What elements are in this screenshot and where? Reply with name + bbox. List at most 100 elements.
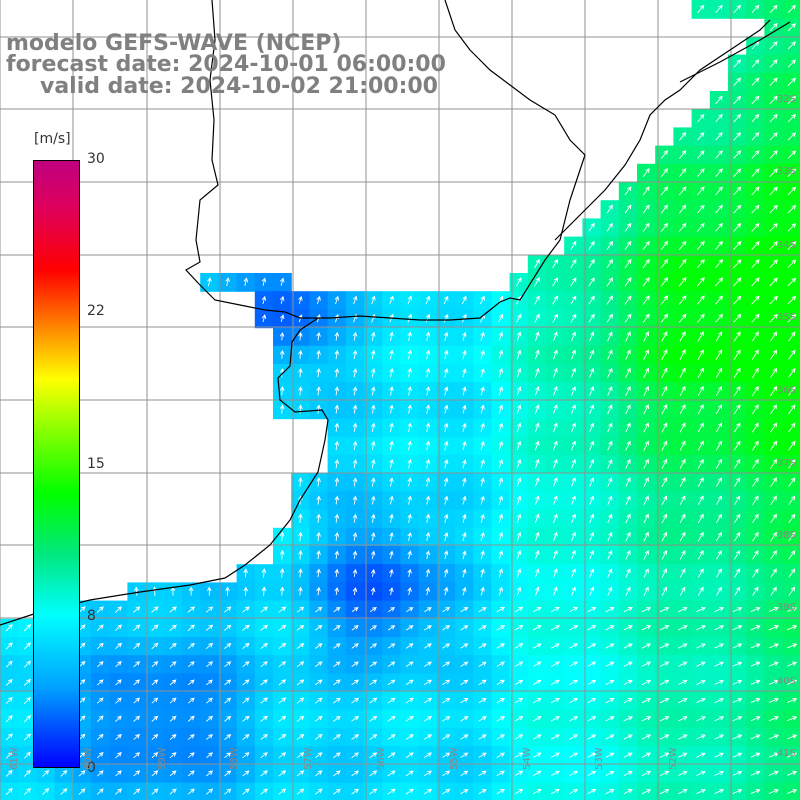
wind-arrow: [787, 186, 797, 196]
wind-arrow: [623, 698, 633, 704]
wind-arrow: [534, 277, 540, 287]
wind-arrow: [715, 367, 723, 378]
wind-arrow: [407, 531, 412, 541]
wind-arrow: [716, 550, 722, 560]
wind-arrow: [389, 440, 394, 451]
wind-arrow: [752, 458, 759, 469]
wind-arrow: [571, 513, 576, 524]
wind-arrow: [516, 458, 522, 469]
wind-arrow: [205, 788, 214, 795]
wind-arrow: [480, 386, 485, 396]
wind-arrow: [714, 625, 725, 631]
wind-arrow: [352, 495, 358, 505]
wind-arrow: [642, 258, 650, 269]
wind-arrow: [589, 477, 595, 487]
wind-arrow: [516, 277, 522, 287]
wind-arrow: [352, 368, 358, 378]
wind-arrow: [516, 531, 522, 542]
wind-arrow: [643, 568, 649, 578]
wind-arrow: [387, 661, 396, 667]
wind-arrow: [352, 386, 358, 396]
wind-arrow: [205, 624, 214, 631]
wind-arrow: [316, 368, 321, 378]
colorbar-tick: 30: [87, 151, 105, 167]
wind-arrow: [133, 770, 141, 777]
wind-arrow: [571, 440, 576, 451]
wind-arrow: [659, 716, 670, 722]
wind-arrow: [589, 422, 595, 433]
wind-arrow: [351, 643, 359, 649]
wind-arrow: [279, 386, 285, 396]
wind-arrow: [279, 349, 285, 359]
wind-arrow: [534, 367, 540, 378]
wind-arrow: [480, 477, 485, 487]
wind-arrow: [370, 513, 376, 523]
wind-arrow: [498, 404, 504, 414]
wind-arrow: [570, 258, 577, 269]
wind-arrow: [423, 734, 433, 740]
wind-arrow: [788, 586, 796, 596]
wind-arrow: [715, 4, 723, 13]
wind-arrow: [532, 679, 542, 686]
wind-arrow: [552, 477, 558, 487]
wind-arrow: [389, 568, 394, 577]
wind-arrow: [659, 752, 670, 758]
wind-arrow: [423, 679, 432, 686]
wind-arrow: [642, 277, 650, 287]
wind-arrow: [352, 404, 358, 414]
wind-arrow: [478, 734, 487, 740]
wind-arrow: [734, 550, 741, 560]
wind-arrow: [151, 752, 159, 759]
wind-arrow: [516, 586, 522, 596]
wind-arrow: [460, 752, 469, 758]
wind-arrow: [679, 513, 686, 524]
wind-arrow: [534, 568, 540, 578]
wind-arrow: [697, 186, 705, 196]
wind-arrow: [369, 661, 378, 667]
wind-arrow: [314, 734, 323, 740]
wind-arrow: [697, 385, 704, 397]
lon-label: 56W: [376, 747, 387, 770]
wind-arrow: [496, 789, 505, 795]
wind-arrow: [605, 643, 615, 649]
wind-arrow: [225, 586, 230, 596]
wind-arrow: [569, 679, 579, 685]
wind-arrow: [298, 386, 303, 396]
wind-arrow: [571, 386, 576, 396]
wind-arrow: [714, 661, 725, 667]
wind-arrow: [296, 715, 305, 722]
wind-arrow: [334, 495, 340, 505]
wind-arrow: [23, 715, 31, 723]
wind-arrow: [659, 770, 670, 777]
wind-arrow: [188, 586, 194, 596]
wind-arrow: [334, 586, 340, 596]
wind-arrow: [278, 752, 287, 759]
wind-arrow: [768, 752, 779, 758]
wind-arrow: [352, 331, 358, 341]
wind-arrow: [334, 368, 340, 378]
wind-arrow: [133, 661, 141, 668]
wind-arrow: [42, 769, 50, 777]
wind-arrow: [334, 568, 340, 578]
wind-arrow: [678, 258, 687, 269]
wind-arrow: [5, 787, 13, 796]
wind-arrow: [751, 313, 760, 323]
wind-arrow: [425, 568, 431, 578]
wind-arrow: [187, 697, 195, 704]
wind-arrow: [787, 241, 797, 250]
wind-arrow: [371, 440, 376, 451]
wind-arrow: [732, 752, 743, 758]
wind-arrow: [679, 458, 686, 469]
wind-arrow: [496, 661, 506, 667]
wind-arrow: [405, 661, 414, 667]
wind-arrow: [514, 661, 524, 667]
wind-arrow: [442, 606, 451, 613]
wind-arrow: [389, 386, 394, 396]
wind-arrow: [279, 295, 285, 304]
wind-arrow: [352, 568, 358, 577]
wind-arrow: [224, 606, 232, 613]
wind-arrow: [571, 531, 576, 542]
wind-arrow: [96, 624, 104, 632]
wind-arrow: [133, 752, 140, 759]
wind-arrow: [714, 697, 725, 704]
